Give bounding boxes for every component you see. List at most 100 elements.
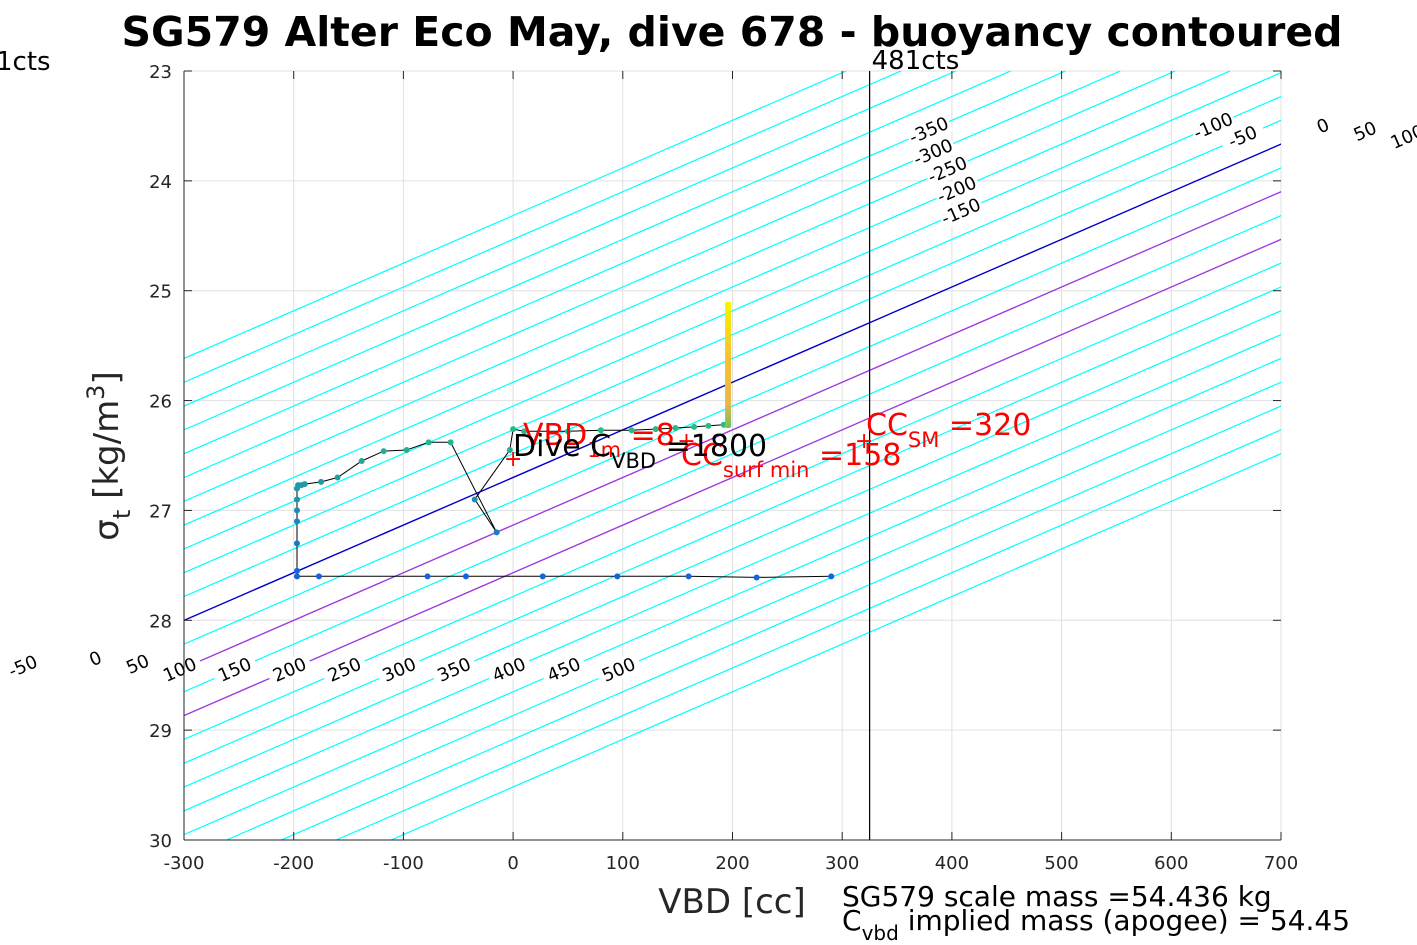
plus-marker: +	[504, 447, 522, 472]
contour-line	[184, 333, 1281, 812]
dive-trace	[293, 301, 835, 581]
x-tick-label: 200	[715, 853, 749, 874]
contour-line	[184, 95, 1281, 574]
dive-point	[652, 426, 659, 433]
dive-point	[705, 422, 712, 429]
dive-point	[318, 478, 325, 485]
x-axis-label: VBD [cc]	[658, 882, 806, 922]
dive-point	[471, 496, 478, 503]
vertical-lines: 481cts	[869, 46, 959, 840]
y-tick-label: 27	[149, 501, 172, 522]
contour-label-bg	[71, 640, 120, 677]
dive-c-main: Dive C	[513, 429, 611, 464]
dive-point	[358, 457, 365, 464]
dive-point	[597, 427, 604, 434]
contour-label-bg	[265, 651, 314, 688]
cc-sm-value: =320	[939, 408, 1031, 443]
contour-line	[184, 71, 1176, 502]
dive-point	[521, 428, 528, 435]
contour-label-bg	[1340, 113, 1390, 150]
contour-line	[281, 405, 1281, 840]
contour-line	[184, 310, 1281, 788]
contour-label-bg	[923, 151, 972, 188]
dive-c-value: =1800	[656, 429, 767, 464]
dive-point	[510, 426, 517, 433]
vbd-1m-main: VBD	[523, 418, 587, 453]
x-tick-label: 100	[606, 853, 640, 874]
contour-label-bg	[113, 646, 162, 683]
dive-point	[403, 447, 410, 454]
dive-point	[315, 573, 322, 580]
contour-label-bg	[932, 171, 981, 208]
dive-point	[493, 529, 500, 536]
cc-sm-sub: SM	[908, 428, 939, 452]
contour-label-bg	[155, 651, 205, 688]
contour-label-bg	[1189, 107, 1238, 144]
implied-mass-sub: vbd	[862, 921, 899, 945]
contour-label-bg	[210, 651, 259, 688]
dive-point	[685, 573, 692, 580]
x-tick-label: 500	[1044, 853, 1078, 874]
x-tick-label: 300	[825, 853, 859, 874]
cc-sm-main: CC	[866, 408, 908, 443]
dive-point	[380, 448, 387, 455]
contour-line	[184, 71, 1066, 455]
contour-line-highlight	[184, 238, 1281, 717]
dive-point	[424, 573, 431, 580]
dive-point	[334, 474, 341, 481]
contour-line	[226, 381, 1281, 840]
x-tick-label: 0	[507, 853, 518, 874]
y-label-unit-sup: 3	[82, 385, 110, 400]
dive-c-sub: VBD	[611, 449, 656, 473]
contour-line	[390, 453, 1281, 840]
dive-point	[293, 496, 300, 503]
dive-point	[293, 518, 300, 525]
cc-sm-annotation: CCSM =320	[866, 408, 1031, 452]
plus-marker: +	[855, 429, 873, 454]
implied-mass-value: implied mass (apogee) = 54.45	[899, 904, 1350, 937]
contour-label-bg	[539, 651, 589, 688]
buoyancy-contours	[184, 71, 1281, 840]
dive-point	[301, 481, 308, 488]
y-tick-label: 23	[149, 62, 172, 83]
x-tick-label: -300	[164, 853, 205, 874]
contour-label-bg	[430, 651, 479, 688]
contour-label-bg	[936, 193, 986, 230]
contour-line	[184, 71, 1011, 431]
x-tick-label: 700	[1264, 853, 1298, 874]
plus-marker: +	[677, 429, 695, 454]
contour-line	[184, 71, 1231, 526]
dive-point	[828, 573, 835, 580]
implied-mass-c: C	[842, 904, 862, 937]
y-label-sym: σ	[87, 519, 127, 541]
vbd-1m-sub: 1m	[587, 438, 621, 462]
dive-point	[506, 447, 513, 454]
contour-line	[184, 286, 1281, 764]
contour-label-bg	[904, 112, 954, 149]
y-axis-label: σt [kg/m3]	[82, 371, 136, 540]
left-cts-label: 1cts	[0, 47, 51, 77]
y-label-unit-post: ]	[87, 371, 127, 384]
contour-line	[184, 71, 902, 383]
contour-line	[184, 71, 957, 407]
contour-label-bg	[594, 651, 643, 688]
scale-mass-text: SG579 scale mass =54.436 kg	[842, 880, 1272, 913]
dive-point	[614, 573, 621, 580]
contour-label-bg	[1298, 107, 1348, 144]
x-tick-label: 400	[935, 853, 969, 874]
chart-title: SG579 Alter Eco May, dive 678 - buoyancy…	[121, 8, 1342, 56]
contour-label-bg	[1383, 118, 1417, 155]
implied-mass-text: Cvbd implied mass (apogee) = 54.45	[842, 904, 1350, 945]
x-tick-label: -200	[273, 853, 314, 874]
y-tick-label: 26	[149, 392, 172, 413]
dive-point	[425, 439, 432, 446]
axes: -300 -200 -100 0 100 200 300 400 500 600 700 23 24 25…	[149, 62, 1298, 874]
dive-point	[539, 573, 546, 580]
contour-line	[184, 71, 1121, 479]
dive-point	[293, 567, 300, 574]
surface-segment	[725, 301, 732, 429]
contour-line-highlight	[184, 191, 1281, 669]
contour-line-zero	[184, 143, 1281, 622]
contour-line	[184, 119, 1281, 598]
